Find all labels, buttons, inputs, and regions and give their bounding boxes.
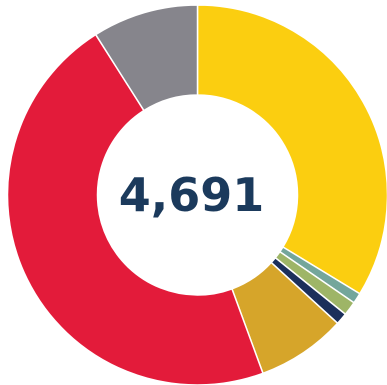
total-count-label: 4,691 [119,168,265,222]
donut-hole [97,95,298,295]
